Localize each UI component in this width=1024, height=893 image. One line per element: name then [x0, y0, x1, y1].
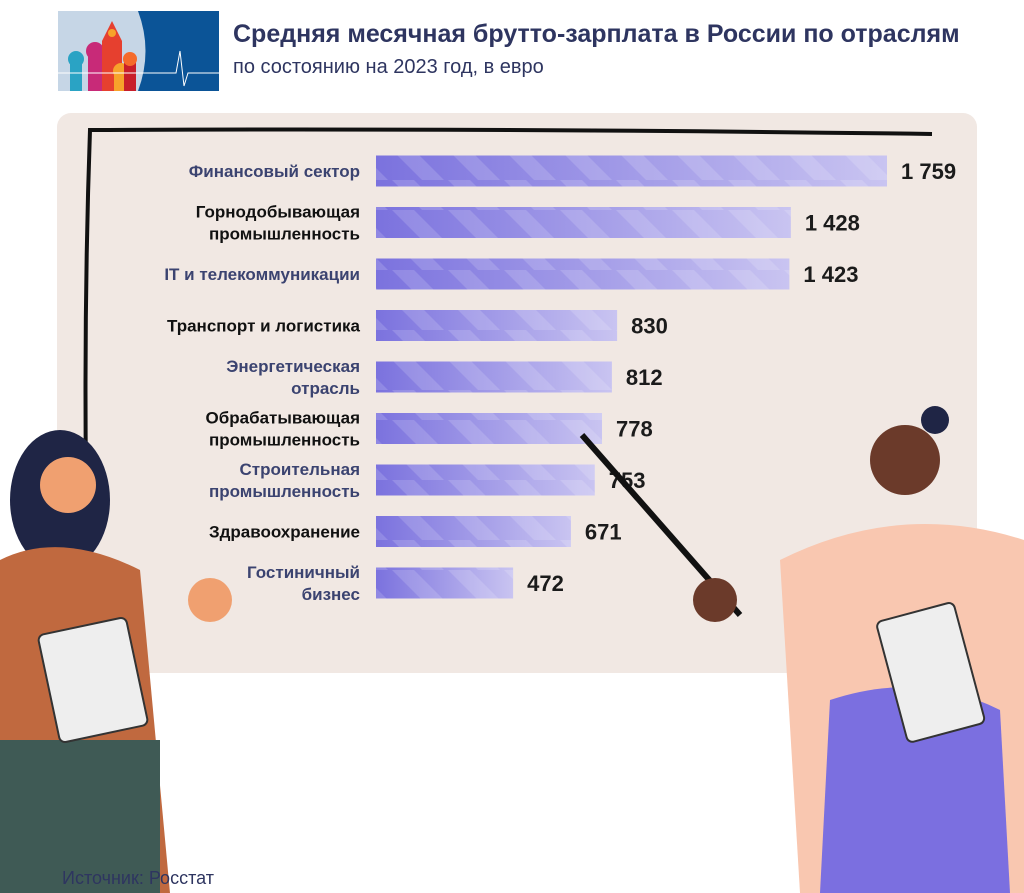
bar-stripes: [376, 567, 514, 599]
value-label: 778: [616, 417, 653, 442]
value-label: 671: [585, 520, 622, 545]
category-label: Гостиничный: [247, 563, 360, 582]
bar-stripes: [376, 413, 603, 444]
logo: [58, 11, 219, 91]
bar-stripes: [376, 516, 571, 547]
category-label: Строительная: [240, 460, 361, 479]
bar-stripes: [376, 310, 618, 341]
category-label: IT и телекоммуникации: [164, 265, 360, 284]
category-label: промышленность: [209, 225, 360, 244]
category-label: промышленность: [209, 431, 360, 450]
category-label: отрасль: [291, 379, 360, 398]
value-label: 830: [631, 314, 668, 339]
value-label: 812: [626, 365, 663, 390]
bar-stripes: [376, 258, 790, 290]
category-label: промышленность: [209, 482, 360, 501]
bar-stripes: [376, 155, 887, 187]
value-label: 472: [527, 571, 564, 596]
value-label: 1 759: [901, 159, 956, 184]
category-label: Транспорт и логистика: [167, 317, 361, 336]
bar-stripes: [376, 207, 791, 238]
board-frame: [83, 127, 933, 481]
source-note: Источник: Росстат: [62, 868, 214, 888]
category-label: Энергетическая: [226, 357, 360, 376]
category-label: Обрабатывающая: [206, 409, 361, 428]
category-label: бизнес: [302, 585, 360, 604]
value-label: 1 428: [805, 211, 860, 236]
bar-stripes: [376, 361, 612, 393]
presenter-right-illustration: [579, 406, 1024, 893]
chart-subtitle: по состоянию на 2023 год, в евро: [233, 56, 544, 78]
category-label: Здравоохранение: [209, 523, 360, 542]
chart-title: Средняя месячная брутто-зарплата в Росси…: [233, 20, 960, 48]
bar-stripes: [376, 464, 595, 496]
presenter-left-illustration: [0, 430, 232, 893]
category-label: Финансовый сектор: [189, 162, 360, 181]
category-label: Горнодобывающая: [196, 203, 360, 222]
value-label: 1 423: [803, 262, 858, 287]
